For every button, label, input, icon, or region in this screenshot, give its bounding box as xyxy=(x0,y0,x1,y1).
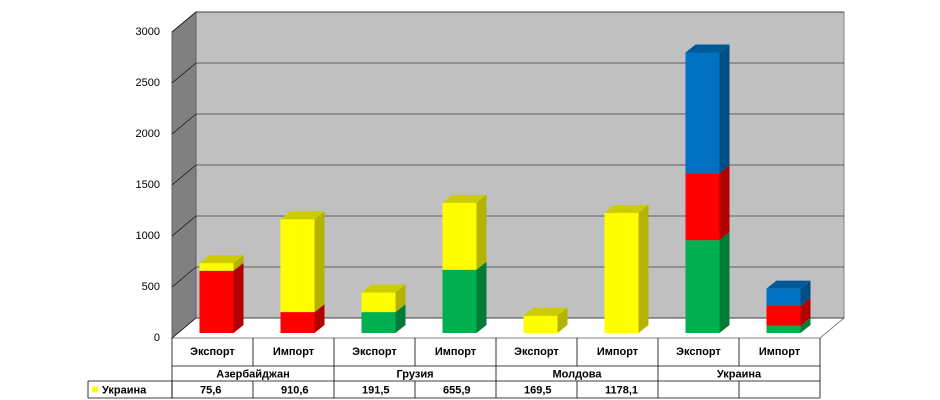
bar xyxy=(685,52,720,174)
bar-side xyxy=(800,317,811,333)
y-tick-label: 500 xyxy=(142,281,160,293)
bar xyxy=(442,202,477,270)
y-tick-label: 2000 xyxy=(136,128,160,140)
grid-line xyxy=(171,164,844,186)
bar xyxy=(361,312,396,333)
bar-side xyxy=(314,211,325,313)
y-tick-label: 1500 xyxy=(136,179,160,191)
bar-side xyxy=(719,232,730,333)
table-value: 169,5 xyxy=(524,384,552,396)
y-tick-label: 3000 xyxy=(136,26,160,38)
x-tick-label: Импорт xyxy=(273,346,315,358)
bar-top xyxy=(280,211,325,220)
table-value: 75,6 xyxy=(200,384,221,396)
bar xyxy=(766,305,801,326)
grid-line xyxy=(171,113,844,135)
legend-label: Украина xyxy=(102,384,147,396)
x-tick-label: Экспорт xyxy=(352,346,397,358)
bar-side xyxy=(719,44,730,174)
bar xyxy=(604,212,639,333)
bar-side xyxy=(638,204,649,333)
bar-side xyxy=(233,255,244,271)
x-tick-label: Импорт xyxy=(759,346,801,358)
grid-line xyxy=(171,62,844,84)
bar-side xyxy=(314,304,325,333)
bar xyxy=(361,292,396,313)
y-tick-label: 0 xyxy=(154,332,160,344)
bar xyxy=(199,263,234,271)
bar-side xyxy=(233,262,244,333)
bar xyxy=(280,219,315,313)
bar-top xyxy=(685,44,730,53)
x-tick-label: Экспорт xyxy=(190,346,235,358)
group-label: Азербайджан xyxy=(216,368,289,380)
floor xyxy=(170,317,846,339)
group-label: Грузия xyxy=(396,368,433,380)
table-value: 191,5 xyxy=(362,384,390,396)
x-tick-label: Импорт xyxy=(435,346,477,358)
legend-key xyxy=(92,386,98,393)
bar xyxy=(766,288,801,306)
bar-side xyxy=(395,304,406,333)
bar-top xyxy=(361,284,406,293)
x-tick-label: Экспорт xyxy=(514,346,559,358)
grid-line xyxy=(171,11,844,33)
bar-side xyxy=(800,280,811,306)
bar xyxy=(766,325,801,333)
bar xyxy=(442,269,477,333)
bar-side xyxy=(476,261,487,333)
bar xyxy=(685,240,720,333)
group-label: Молдова xyxy=(552,368,602,380)
bar xyxy=(280,312,315,333)
bar-side xyxy=(557,307,568,333)
table-value: 655,9 xyxy=(443,384,471,396)
bar-top xyxy=(442,194,487,203)
y-tick-label: 1000 xyxy=(136,230,160,242)
bar-top xyxy=(604,204,649,213)
bar xyxy=(199,270,234,333)
bar-side xyxy=(476,194,487,270)
bar xyxy=(685,173,720,241)
bar-side xyxy=(719,165,730,241)
table-value: 910,6 xyxy=(281,384,309,396)
bar-top xyxy=(199,255,244,264)
table-value: 1178,1 xyxy=(605,384,638,396)
x-tick-label: Экспорт xyxy=(676,346,721,358)
group-label: Украина xyxy=(717,368,762,380)
bar-top xyxy=(523,307,568,316)
y-tick-label: 2500 xyxy=(136,77,160,89)
bar xyxy=(523,315,558,333)
bar-side xyxy=(800,297,811,326)
x-tick-label: Импорт xyxy=(597,346,639,358)
bar-top xyxy=(766,280,811,289)
bar-side xyxy=(395,284,406,313)
